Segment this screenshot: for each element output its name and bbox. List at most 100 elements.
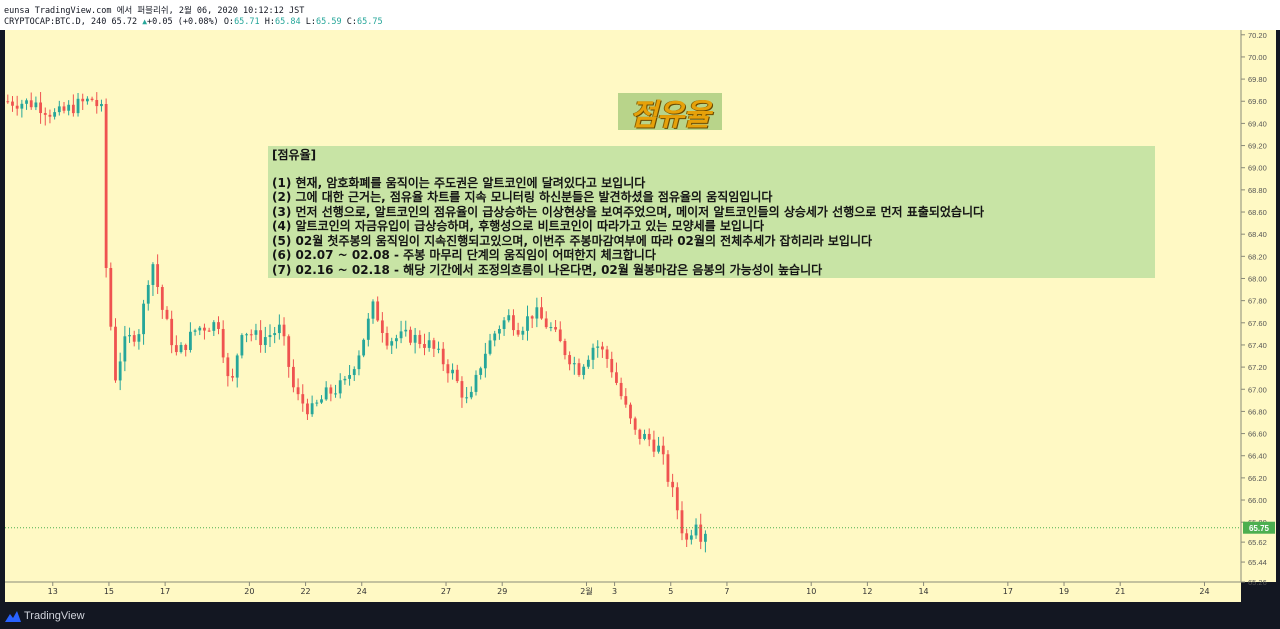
x-tick-label: 17: [1003, 587, 1013, 596]
candle-body: [348, 375, 351, 379]
close-label: C:: [346, 17, 357, 27]
candle-body: [633, 418, 637, 430]
candle-body: [554, 327, 557, 330]
candle-body: [268, 335, 272, 338]
candle-body: [694, 524, 698, 536]
y-tick-label: 69.00: [1248, 164, 1267, 173]
candle-body: [174, 345, 178, 353]
candle-body: [156, 264, 160, 288]
candle-body: [109, 267, 113, 327]
y-tick-label: 66.80: [1248, 407, 1267, 416]
high-label: H:: [264, 17, 276, 27]
candle-body: [249, 334, 253, 336]
candle-body: [6, 101, 10, 103]
candle-body: [179, 344, 183, 353]
candle-body: [343, 378, 347, 381]
candle-body: [123, 336, 127, 362]
y-tick-label: 67.20: [1248, 363, 1267, 372]
chart-header: eunsa TradingView.com 에서 퍼블리쉬, 2월 06, 20…: [0, 0, 1280, 30]
candle-body: [282, 324, 286, 337]
candle-body: [399, 331, 403, 339]
candle-body: [34, 102, 38, 108]
y-tick-label: 65.44: [1248, 558, 1267, 567]
candle-body: [390, 341, 394, 346]
candle-body: [184, 344, 188, 350]
candle-body: [20, 103, 24, 109]
candle-body: [203, 327, 206, 331]
y-tick-label: 70.00: [1248, 53, 1267, 62]
y-tick-label: 67.60: [1248, 319, 1267, 328]
candle-body: [53, 112, 57, 117]
candle-body: [151, 264, 155, 285]
y-tick-label: 66.60: [1248, 430, 1267, 439]
low-value: 65.59: [316, 17, 342, 27]
candle-body: [689, 535, 693, 540]
y-tick-label: 66.00: [1248, 496, 1267, 505]
candle-body: [273, 333, 277, 336]
y-tick-label: 69.40: [1248, 119, 1267, 128]
candle-body: [451, 369, 454, 374]
candle-body: [57, 106, 61, 113]
y-tick-label: 66.20: [1248, 474, 1267, 483]
candle-body: [366, 318, 370, 340]
candle-body: [207, 330, 211, 332]
note-line: (3) 먼저 선행으로, 알트코인의 점유율이 급상승하는 이상현상을 보여주었…: [272, 204, 985, 219]
note-line: (6) 02.07 ~ 02.08 - 주봉 마무리 단계의 움직임이 어떠한지…: [272, 248, 656, 262]
x-tick-label: 3: [612, 587, 617, 596]
candle-body: [71, 104, 75, 114]
candle-body: [460, 381, 464, 398]
y-tick-label: 68.80: [1248, 186, 1267, 195]
x-tick-label: 22: [300, 587, 310, 596]
tradingview-logo-icon[interactable]: [5, 610, 21, 622]
x-tick-label: 15: [104, 587, 114, 596]
x-tick-label: 12: [862, 587, 872, 596]
candle-body: [81, 98, 85, 102]
candle-body: [591, 347, 595, 360]
candle-body: [142, 303, 145, 335]
candle-body: [586, 359, 590, 367]
candle-body: [404, 329, 408, 332]
candle-body: [558, 329, 562, 342]
candle-body: [259, 330, 263, 346]
x-tick-label: 7: [724, 587, 729, 596]
candle-body: [530, 316, 534, 319]
candle-body: [465, 397, 469, 399]
price-axis: [1241, 30, 1276, 582]
candle-body: [469, 391, 473, 398]
candle-body: [385, 333, 389, 346]
x-tick-label: 24: [1199, 587, 1209, 596]
last-price-tag: [1243, 521, 1275, 534]
candle-body: [188, 331, 192, 350]
x-tick-label: 24: [357, 587, 367, 596]
candle-body: [217, 322, 220, 329]
candle-body: [596, 346, 600, 348]
x-tick-label: 29: [497, 587, 507, 596]
title-annotation: 점유율: [618, 93, 722, 133]
candle-body: [394, 338, 398, 342]
note-line: (5) 02월 첫주봉의 움직임이 지속진행되고있으며, 이번주 주봉마감여부에…: [272, 233, 873, 248]
candle-body: [362, 339, 366, 356]
candle-body: [263, 337, 267, 346]
tradingview-brand[interactable]: TradingView: [24, 610, 85, 622]
candle-body: [437, 348, 440, 350]
candle-body: [198, 327, 202, 331]
candle-body: [507, 315, 511, 321]
y-tick-label: 67.00: [1248, 385, 1267, 394]
candle-body: [67, 104, 71, 111]
ohlc-legend: CRYPTOCAP:BTC.D, 240 65.72 ▲+0.05 (+0.08…: [4, 17, 383, 27]
candle-body: [90, 98, 94, 100]
candle-body: [577, 363, 581, 375]
candle-body: [193, 330, 197, 332]
candle-body: [455, 369, 459, 382]
candle-body: [357, 355, 361, 370]
candle-body: [29, 100, 33, 108]
candle-body: [610, 358, 614, 373]
publish-info: eunsa TradingView.com 에서 퍼블리쉬, 2월 06, 20…: [4, 6, 305, 16]
candle-body: [146, 284, 150, 304]
candle-body: [680, 510, 684, 534]
candle-body: [488, 340, 492, 354]
close-value: 65.75: [356, 17, 383, 27]
note-heading: [점유율]: [272, 148, 317, 162]
low-label: L:: [305, 17, 316, 27]
x-tick-label: 2월: [580, 586, 592, 596]
